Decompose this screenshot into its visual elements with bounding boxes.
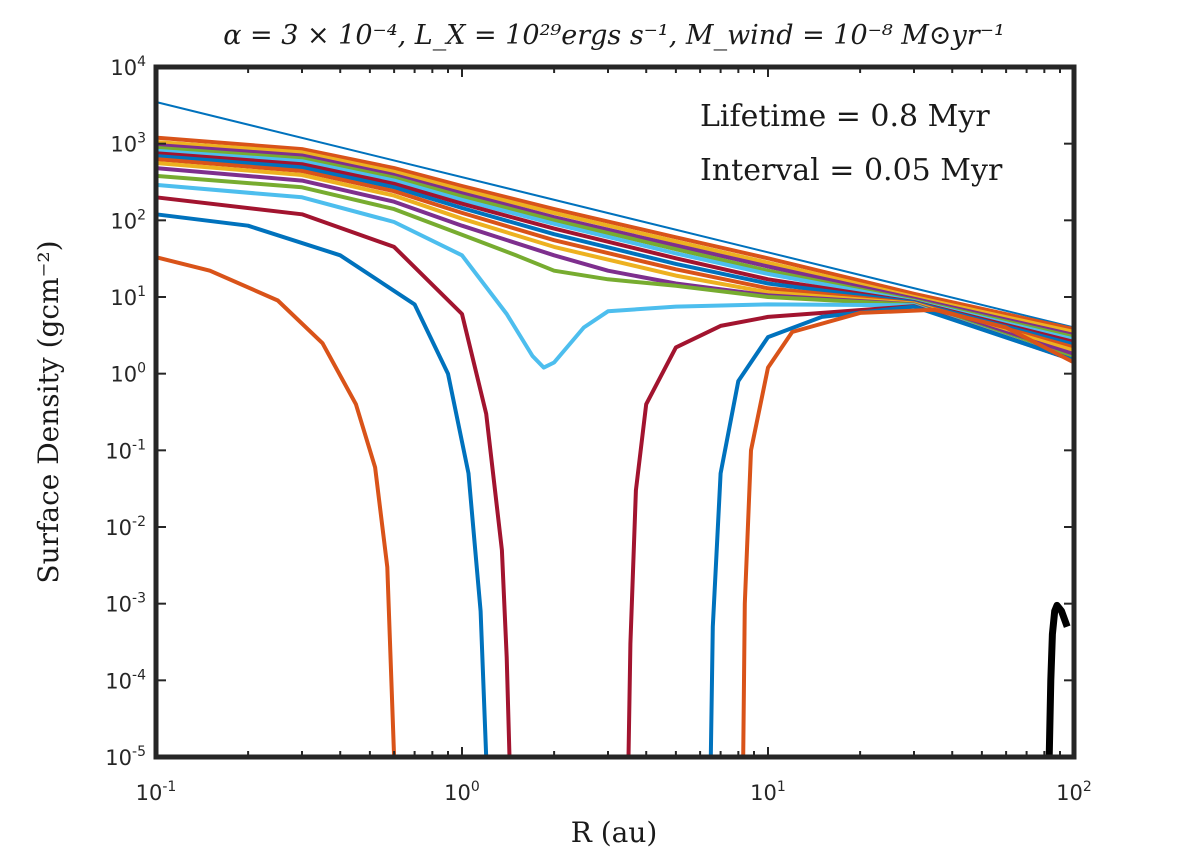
y-tick-label: 102 [110,207,146,233]
x-tick-label: 101 [750,779,786,805]
series-line-t14 [155,212,489,758]
axis-ticks [155,66,1074,758]
y-tick-label: 10-3 [105,591,146,617]
y-tick-label: 10-2 [105,514,146,540]
x-axis-label: R (au) [571,816,658,849]
series-line-t15 [155,255,397,758]
y-tick-label: 10-1 [105,437,146,463]
series-line-t1 [155,135,1075,332]
chart-title: α = 3 × 10⁻⁴, L_X = 10²⁹ergs s⁻¹, M_wind… [223,20,1005,51]
x-tick-label: 100 [444,779,480,805]
tick-labels: 10-1 100 101 102 104 103 102 101 100 10-1 10-2 10-3… [105,54,1092,805]
x-tick-label: 102 [1056,779,1092,805]
series-line-t7 [155,154,1075,347]
series-line-t0 [155,101,1075,329]
series-line-t16 [1045,601,1071,758]
series-line-t14b [708,304,1075,758]
y-tick-label: 100 [110,361,146,387]
y-axis-label: Surface Density (gcm⁻²) [32,240,65,583]
y-tick-label: 10-5 [105,744,146,770]
series-line-t3 [155,143,1075,337]
y-tick-label: 10-4 [105,667,146,693]
x-tick-label: 10-1 [136,779,177,805]
series-line-t2 [155,140,1075,334]
plot-curves [155,101,1075,758]
series-line-t11 [155,173,1075,360]
series-line-t13b [626,304,1075,758]
plot-frame [153,64,1077,760]
series-line-t13 [155,195,512,758]
y-tick-label: 101 [110,284,146,310]
annotation-lifetime: Lifetime = 0.8 Myr [700,99,990,134]
series-line-t5 [155,148,1075,342]
y-tick-label: 104 [110,54,146,80]
annotation-interval: Interval = 0.05 Myr [700,153,1003,188]
series-line-t12 [155,182,1075,370]
y-tick-label: 103 [110,131,146,157]
series-line-t15b [741,307,1075,758]
